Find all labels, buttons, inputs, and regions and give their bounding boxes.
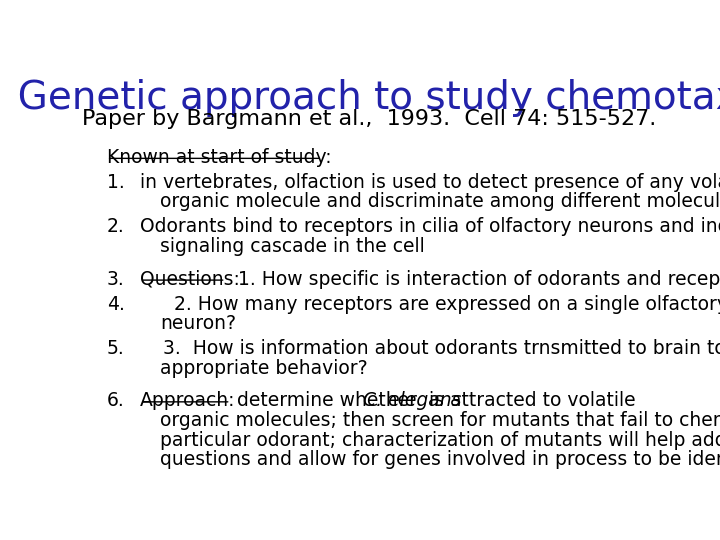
Text: particular odorant; characterization of mutants will help address: particular odorant; characterization of … <box>160 430 720 449</box>
Text: determine whether: determine whether <box>230 392 423 410</box>
Text: 6.: 6. <box>107 392 125 410</box>
Text: Approach:: Approach: <box>140 392 235 410</box>
Text: Questions:: Questions: <box>140 269 240 289</box>
Text: I.  Genetic approach to study chemotaxis: I. Genetic approach to study chemotaxis <box>0 79 720 117</box>
Text: 4.: 4. <box>107 295 125 314</box>
Text: signaling cascade in the cell: signaling cascade in the cell <box>160 237 425 256</box>
Text: organic molecule and discriminate among different molecules: organic molecule and discriminate among … <box>160 192 720 211</box>
Text: organic molecules; then screen for mutants that fail to chemotax to: organic molecules; then screen for mutan… <box>160 411 720 430</box>
Text: 3.  How is information about odorants trnsmitted to brain to generate: 3. How is information about odorants trn… <box>163 339 720 358</box>
Text: questions and allow for genes involved in process to be identified: questions and allow for genes involved i… <box>160 450 720 469</box>
Text: Known at start of study:: Known at start of study: <box>107 148 331 167</box>
Text: appropriate behavior?: appropriate behavior? <box>160 359 367 377</box>
Text: 2.: 2. <box>107 217 125 236</box>
Text: Odorants bind to receptors in cilia of olfactory neurons and induce a: Odorants bind to receptors in cilia of o… <box>140 217 720 236</box>
Text: neuron?: neuron? <box>160 314 235 333</box>
Text: 3.: 3. <box>107 269 125 289</box>
Text: is attracted to volatile: is attracted to volatile <box>423 392 636 410</box>
Text: in vertebrates, olfaction is used to detect presence of any volatile: in vertebrates, olfaction is used to det… <box>140 173 720 192</box>
Text: 5.: 5. <box>107 339 125 358</box>
Text: 1.: 1. <box>107 173 125 192</box>
Text: Paper by Bargmann et al.,  1993.  Cell 74: 515-527.: Paper by Bargmann et al., 1993. Cell 74:… <box>82 109 656 129</box>
Text: 2. How many receptors are expressed on a single olfactory: 2. How many receptors are expressed on a… <box>174 295 720 314</box>
Text: 1. How specific is interaction of odorants and receptors?: 1. How specific is interaction of odoran… <box>225 269 720 289</box>
Text: C. elegans: C. elegans <box>364 392 462 410</box>
